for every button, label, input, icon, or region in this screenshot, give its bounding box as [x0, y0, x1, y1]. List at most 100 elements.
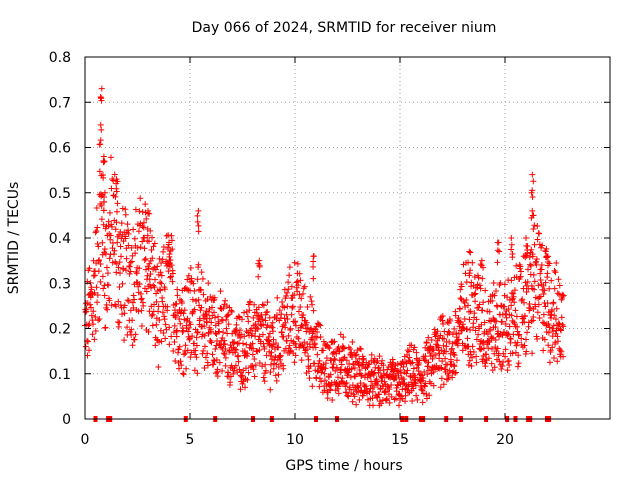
data-point [212, 345, 219, 352]
data-point [451, 352, 458, 359]
data-point [295, 335, 302, 342]
data-point [353, 371, 360, 378]
data-point [439, 317, 446, 324]
data-point [278, 328, 285, 335]
data-point [251, 373, 258, 380]
data-point [101, 292, 108, 299]
data-point [93, 284, 100, 291]
data-point [376, 353, 383, 360]
data-point [230, 339, 237, 346]
data-point [352, 352, 359, 359]
data-point [241, 333, 248, 340]
data-point [286, 272, 293, 279]
data-point [555, 320, 562, 327]
data-point [96, 316, 103, 323]
data-point [229, 330, 236, 337]
data-point [355, 362, 362, 369]
data-point [301, 283, 308, 290]
data-point [262, 367, 269, 374]
x-tick-label: 15 [391, 432, 409, 448]
data-point [151, 301, 158, 308]
data-point-spike [166, 239, 172, 246]
data-point [449, 331, 456, 338]
data-point [357, 380, 364, 387]
data-point [467, 351, 474, 358]
data-point [400, 376, 407, 383]
data-point [125, 230, 132, 237]
data-point [404, 347, 411, 354]
data-point [491, 292, 498, 299]
data-point [254, 326, 261, 333]
plot-frame [84, 56, 611, 420]
data-point-spike [529, 207, 536, 214]
data-point [379, 357, 386, 364]
data-point [335, 390, 342, 397]
data-point [288, 311, 295, 318]
data-point [108, 223, 115, 230]
data-point [104, 281, 111, 288]
y-tick-label: 0.8 [49, 50, 71, 66]
data-point [227, 379, 234, 386]
data-point [213, 356, 220, 363]
data-point [553, 260, 560, 267]
data-point [521, 312, 528, 319]
data-point [240, 340, 247, 347]
data-point-spike [146, 210, 153, 217]
data-point [156, 255, 163, 262]
data-point [501, 303, 508, 310]
x-tick-label: 5 [186, 432, 195, 448]
data-point [190, 280, 197, 287]
data-point [533, 261, 540, 268]
y-tick-label: 0.7 [49, 95, 71, 111]
data-point [524, 329, 531, 336]
data-point-spike [166, 260, 173, 267]
data-point [550, 354, 557, 361]
data-point [98, 202, 105, 209]
data-point [554, 333, 561, 340]
data-point [279, 299, 286, 306]
data-point [340, 344, 347, 351]
data-point [119, 205, 126, 212]
data-point [175, 365, 182, 372]
data-point [127, 259, 134, 266]
data-point [451, 370, 458, 377]
data-point [353, 401, 360, 408]
data-point [243, 365, 250, 372]
data-point [375, 364, 382, 371]
data-point [355, 389, 362, 396]
data-point [311, 340, 318, 347]
data-point [355, 384, 362, 391]
data-point [397, 370, 404, 377]
data-point [115, 323, 122, 330]
data-point [322, 365, 329, 372]
data-point [273, 340, 280, 347]
data-point-spike [98, 85, 105, 92]
data-point [299, 322, 306, 329]
data-point [211, 309, 218, 316]
data-point [114, 239, 121, 246]
data-point [485, 345, 492, 352]
data-point [473, 359, 480, 366]
data-point [440, 381, 447, 388]
data-point [154, 263, 161, 270]
data-point-spike [524, 247, 531, 254]
data-point [262, 317, 269, 324]
data-point [413, 349, 420, 356]
data-point [440, 320, 447, 327]
data-point [555, 338, 562, 345]
data-point-spike [479, 275, 486, 282]
data-point [195, 296, 202, 303]
data-point [440, 342, 447, 349]
data-point [521, 342, 528, 349]
data-point [233, 321, 240, 328]
data-point [115, 264, 122, 271]
data-point [169, 246, 176, 253]
data-point [124, 297, 131, 304]
data-point [113, 260, 120, 267]
data-point [358, 372, 365, 379]
data-point [285, 279, 292, 286]
data-point [214, 366, 221, 373]
data-point [120, 266, 127, 273]
data-point [119, 311, 126, 318]
data-point [165, 232, 172, 239]
